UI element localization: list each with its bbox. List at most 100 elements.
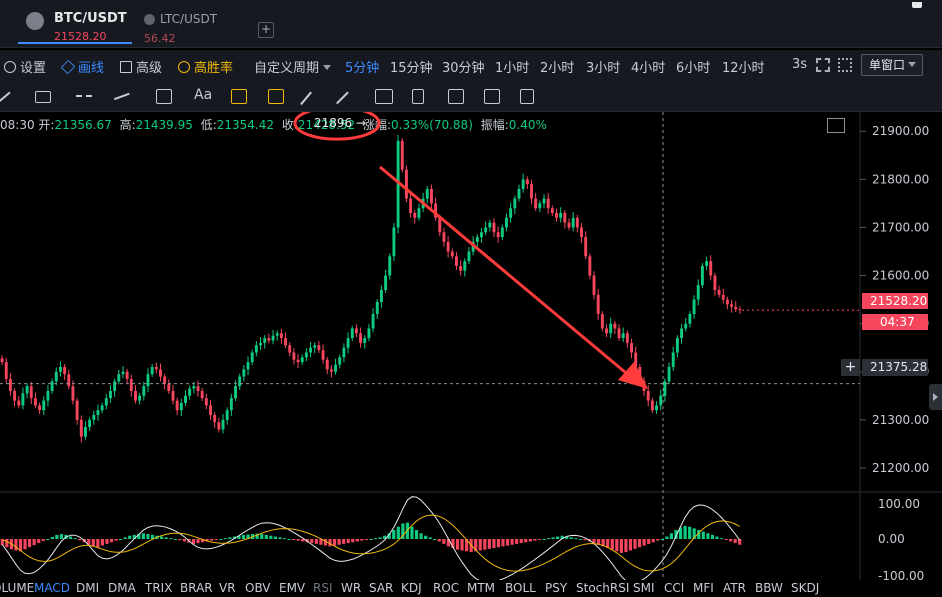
- period-2h[interactable]: 2小时: [540, 61, 575, 76]
- edit-icon[interactable]: [484, 89, 500, 104]
- indicator-tab-dma[interactable]: DMA: [108, 581, 136, 595]
- indicator-tab-volume[interactable]: VOLUME: [0, 581, 35, 595]
- magnet-tool-icon[interactable]: [231, 89, 247, 104]
- draw-button[interactable]: 画线: [60, 57, 105, 76]
- indicator-tab-mtm[interactable]: MTM: [467, 581, 496, 595]
- macd-histogram-bar: [697, 529, 701, 539]
- period-3h[interactable]: 3小时: [586, 61, 621, 76]
- wave-tool-icon[interactable]: [113, 92, 135, 113]
- window-handle-icon[interactable]: [912, 2, 922, 8]
- period-6h[interactable]: 6小时: [676, 61, 711, 76]
- period-5m[interactable]: 5分钟: [345, 61, 380, 76]
- draw-label: 画线: [78, 61, 105, 76]
- macd-histogram-bar: [351, 539, 355, 543]
- macd-histogram-bar: [492, 539, 496, 549]
- indicator-tab-emv[interactable]: EMV: [279, 581, 306, 595]
- copy-icon[interactable]: [448, 89, 464, 104]
- indicator-tab-kdj[interactable]: KDJ: [401, 581, 422, 595]
- macd-histogram-bar: [237, 535, 241, 539]
- candle-body: [159, 369, 162, 377]
- eraser-tool-icon[interactable]: [268, 89, 284, 104]
- tab-ltc-usdt[interactable]: LTC/USDT 56.42: [140, 8, 240, 45]
- kline-chart[interactable]: 21900.0021800.0021700.0021600.0021500.00…: [0, 112, 942, 580]
- indicator-tab-boll[interactable]: BOLL: [505, 581, 536, 595]
- macd-histogram-bar: [515, 539, 519, 544]
- macd-histogram-bar: [310, 539, 314, 544]
- trend-line-tool-icon[interactable]: [0, 91, 19, 114]
- candle-body: [725, 299, 729, 305]
- indicator-tab-dmi[interactable]: DMI: [76, 581, 100, 595]
- indicator-tab-sar[interactable]: SAR: [369, 581, 394, 595]
- indicator-tab-rsi[interactable]: RSI: [313, 581, 333, 595]
- macd-histogram-bar: [37, 539, 41, 544]
- ohlc-time: 08:30: [0, 118, 35, 132]
- side-panel-toggle[interactable]: [929, 384, 942, 410]
- indicator-tab-roc[interactable]: ROC: [433, 581, 460, 595]
- ruler-tool-icon[interactable]: [300, 91, 322, 114]
- indicator-tab-macd[interactable]: MACD: [34, 581, 70, 595]
- period-4h[interactable]: 4小时: [631, 61, 666, 76]
- add-tab-button[interactable]: +: [258, 22, 274, 38]
- candle-body: [717, 289, 721, 295]
- indicator-tab-mfi[interactable]: MFI: [693, 581, 714, 595]
- indicator-tab-brar[interactable]: BRAR: [180, 581, 213, 595]
- custom-period-dropdown[interactable]: 自定义周期: [254, 57, 332, 76]
- period-30m[interactable]: 30分钟: [442, 61, 485, 76]
- add-alert-button[interactable]: +: [841, 359, 860, 376]
- settings-button[interactable]: 设置: [4, 57, 46, 76]
- indicator-tab-skdj[interactable]: SKDJ: [791, 581, 820, 595]
- indicator-tab-obv[interactable]: OBV: [245, 581, 271, 595]
- indicator-tab-atr[interactable]: ATR: [723, 581, 746, 595]
- candle-body: [513, 198, 517, 209]
- indicator-tab-stochrsi[interactable]: StochRSI: [576, 581, 630, 595]
- candle-body: [359, 333, 363, 343]
- macd-histogram-bar: [606, 539, 610, 549]
- period-12h[interactable]: 12小时: [722, 61, 765, 76]
- trash-icon[interactable]: [520, 89, 534, 104]
- candle-body: [534, 198, 538, 209]
- candles-tool-icon[interactable]: [375, 89, 393, 104]
- period-1h[interactable]: 1小时: [495, 61, 530, 76]
- macd-histogram-bar: [191, 539, 196, 544]
- indicator-tab-smi[interactable]: SMI: [633, 581, 655, 595]
- candle-body: [505, 217, 508, 228]
- candle-body: [409, 198, 413, 214]
- tab-btc-usdt[interactable]: BTC/USDT 21528.20: [18, 8, 132, 44]
- indicator-tab-cci[interactable]: CCI: [664, 581, 685, 595]
- indicator-tab-wr[interactable]: WR: [341, 581, 362, 595]
- candle-body: [730, 304, 734, 307]
- macd-histogram-bar: [178, 539, 182, 541]
- measure-tool-icon[interactable]: [156, 89, 172, 104]
- indicator-tab-bbw[interactable]: BBW: [755, 581, 783, 595]
- candle-body: [271, 335, 275, 341]
- lock-icon[interactable]: [412, 89, 424, 104]
- macd-histogram-bar: [232, 536, 237, 539]
- candle-body: [530, 184, 533, 199]
- high-winrate-button[interactable]: 高胜率: [178, 57, 233, 76]
- horizontal-lines-tool-icon[interactable]: [76, 95, 92, 110]
- refresh-interval[interactable]: 3s: [792, 57, 808, 72]
- macd-histogram-bar: [68, 536, 73, 539]
- brush-tool-icon[interactable]: [336, 91, 358, 114]
- indicator-tab-psy[interactable]: PSY: [545, 581, 568, 595]
- rectangle-tool-icon[interactable]: [35, 91, 51, 103]
- period-15m[interactable]: 15分钟: [390, 61, 433, 76]
- expand-icon[interactable]: [827, 118, 845, 133]
- candle-body: [46, 390, 50, 401]
- candle-body: [300, 357, 304, 363]
- fit-screen-icon[interactable]: [838, 58, 852, 72]
- macd-histogram-bar: [23, 539, 27, 550]
- window-mode-dropdown[interactable]: 单窗口: [861, 54, 923, 76]
- fullscreen-icon[interactable]: [816, 58, 830, 72]
- indicator-tab-vr[interactable]: VR: [219, 581, 236, 595]
- high-label: 高:: [119, 118, 136, 132]
- text-tool-icon[interactable]: Aa: [194, 87, 213, 103]
- candle-body: [304, 352, 308, 358]
- macd-histogram-bar: [360, 539, 364, 541]
- macd-histogram-bar: [32, 539, 36, 546]
- macd-histogram-bar: [446, 539, 450, 547]
- candle-body: [209, 405, 212, 416]
- indicator-tab-trix[interactable]: TRIX: [145, 581, 173, 595]
- advanced-button[interactable]: 高级: [120, 57, 162, 76]
- macd-histogram-bar: [91, 539, 95, 547]
